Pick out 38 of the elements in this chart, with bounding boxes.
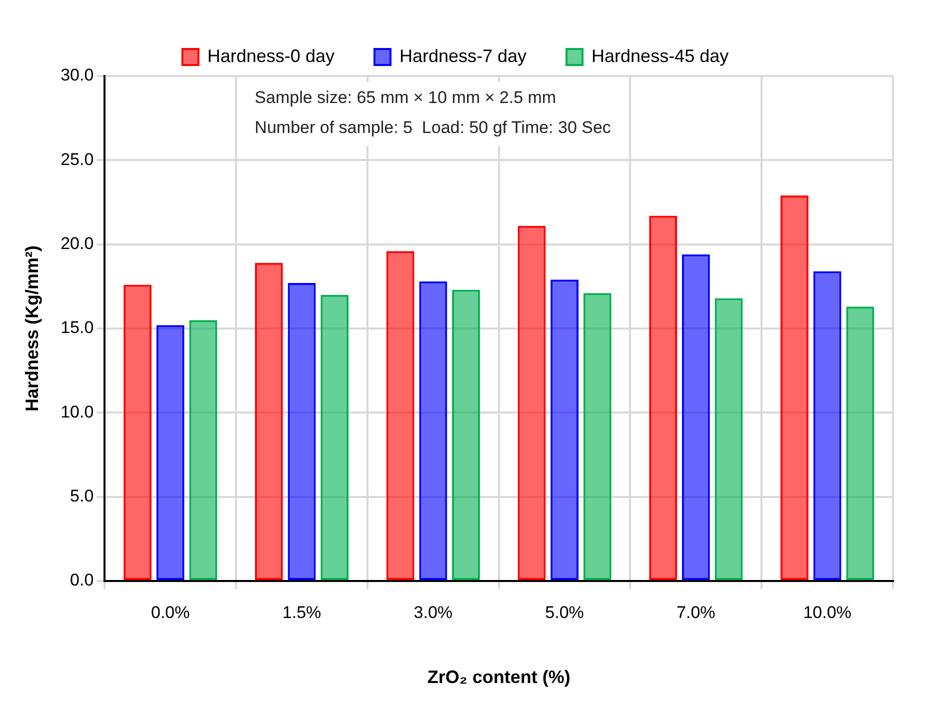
legend-label: Hardness-0 day (207, 46, 334, 66)
bar (813, 271, 842, 580)
x-tick-label: 7.0% (676, 602, 716, 622)
bar (714, 298, 743, 580)
y-tick-label: 0.0 (70, 570, 94, 590)
bar (550, 280, 578, 580)
legend-label: Hardness-45 day (592, 46, 729, 66)
x-tick-label: 0.0% (151, 602, 190, 622)
bar (124, 284, 152, 580)
bar (682, 254, 710, 580)
y-tick-label: 10.0 (60, 402, 94, 422)
annotation: Number of sample: 5 Load: 50 gf Time: 30 Sec (254, 118, 612, 138)
y-tick-label: 25.0 (60, 150, 94, 169)
y-tick-label: 20.0 (60, 234, 94, 254)
bar (649, 216, 678, 580)
annotation: Sample size: 65 mm × 10 mm × 2.5 mm (254, 88, 556, 108)
bar (320, 294, 349, 580)
x-tick-label: 3.0% (414, 602, 453, 622)
bar (386, 251, 414, 580)
y-tick-label: 15.0 (60, 318, 94, 338)
x-tick-label: 5.0% (545, 602, 584, 622)
y-axis-title: Hardness (Kg/mm²) (22, 245, 42, 412)
y-tick-label: 5.0 (70, 486, 94, 506)
bar (452, 290, 480, 580)
bar (189, 320, 218, 580)
y-tick-label: 30.0 (60, 66, 94, 85)
bar (846, 306, 874, 580)
legend-label: Hardness-7 day (399, 46, 527, 66)
bar (419, 281, 448, 580)
bar (288, 283, 316, 580)
bar (156, 325, 184, 580)
bar (254, 262, 283, 580)
bar (780, 196, 808, 580)
x-tick-label: 10.0% (803, 602, 852, 622)
bar (583, 293, 612, 580)
x-axis-title: ZrO₂ content (%) (427, 667, 570, 688)
x-tick-label: 1.5% (282, 602, 322, 622)
bar (518, 226, 546, 580)
